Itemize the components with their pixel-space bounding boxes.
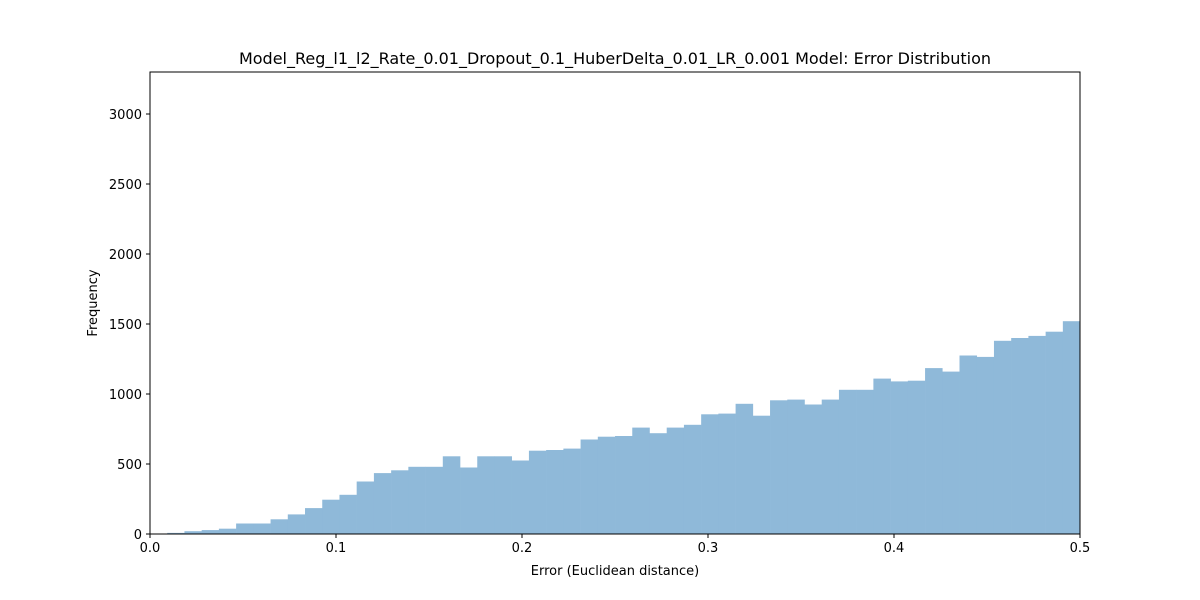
histogram-bar <box>683 424 702 534</box>
histogram-bar <box>649 433 667 534</box>
histogram-bar <box>408 466 426 534</box>
histogram-bar <box>511 460 530 534</box>
histogram-bar <box>460 467 478 534</box>
histogram-bar <box>976 356 995 534</box>
histogram-bar <box>993 340 1012 534</box>
histogram-bar <box>942 371 960 534</box>
plot-frame <box>149 71 1081 535</box>
histogram-bar <box>391 470 409 534</box>
histogram-bar <box>270 519 289 534</box>
histogram-bar <box>305 508 323 534</box>
histogram-bar <box>494 456 512 534</box>
x-axis-label: Error (Euclidean distance) <box>531 564 699 579</box>
y-tick-label: 1000 <box>109 388 142 403</box>
histogram-bar <box>959 355 978 534</box>
histogram-bar <box>356 481 375 534</box>
histogram-bar <box>167 532 185 534</box>
histogram-bar <box>907 380 926 534</box>
histogram-bar <box>528 450 547 534</box>
histogram-bar <box>752 415 771 534</box>
histogram-bar <box>563 448 581 534</box>
histogram-bar <box>925 368 943 534</box>
histogram-bar <box>373 473 392 534</box>
chart-title: Model_Reg_l1_l2_Rate_0.01_Dropout_0.1_Hu… <box>239 49 991 69</box>
histogram-bar <box>201 530 220 534</box>
histogram-bar <box>580 439 599 534</box>
histogram-bar <box>856 389 874 534</box>
histogram-bar <box>322 499 340 534</box>
y-tick-label: 3000 <box>109 108 142 123</box>
histogram-bar <box>1062 321 1081 534</box>
y-axis-label: Frequency <box>86 269 101 336</box>
histogram-bars <box>150 321 1081 534</box>
histogram-bar <box>184 531 202 534</box>
histogram-bar <box>425 466 444 534</box>
histogram-bar <box>287 514 306 534</box>
histogram-bar <box>718 413 736 534</box>
x-tick-label: 0.5 <box>1070 541 1091 556</box>
y-tick-label: 0 <box>134 528 142 543</box>
x-tick-label: 0.0 <box>140 541 161 556</box>
histogram-bar <box>1028 335 1046 534</box>
histogram-bar <box>873 378 891 534</box>
histogram-bar <box>442 456 461 534</box>
x-tick-label: 0.1 <box>326 541 347 556</box>
histogram-bar <box>890 381 909 534</box>
histogram-bar <box>597 436 616 534</box>
y-axis-ticks: 0 500 1000 1500 2000 2500 3000 <box>109 108 150 543</box>
x-tick-label: 0.3 <box>698 541 719 556</box>
y-tick-label: 2500 <box>109 178 142 193</box>
y-tick-label: 2000 <box>109 248 142 263</box>
histogram-bar <box>1011 338 1029 534</box>
histogram-bar <box>632 427 650 534</box>
histogram-bar <box>218 528 237 534</box>
histogram-bar <box>804 404 823 534</box>
histogram-bar <box>1045 331 1064 534</box>
histogram-bar <box>339 494 357 534</box>
histogram-bar <box>236 523 254 534</box>
x-tick-label: 0.2 <box>512 541 533 556</box>
histogram-bar <box>477 456 495 534</box>
y-tick-label: 500 <box>117 458 142 473</box>
histogram-bar <box>838 389 857 534</box>
histogram-bar <box>735 403 754 534</box>
y-tick-label: 1500 <box>109 318 142 333</box>
histogram-bar <box>701 414 719 534</box>
histogram-bar <box>253 523 271 534</box>
histogram-bar <box>615 436 633 534</box>
x-axis-ticks: 0.0 0.1 0.2 0.3 0.4 0.5 <box>140 534 1091 556</box>
histogram-bar <box>770 400 788 534</box>
histogram-bar <box>666 427 685 534</box>
x-tick-label: 0.4 <box>884 541 905 556</box>
histogram-bar <box>821 399 840 534</box>
histogram-bar <box>546 450 564 534</box>
histogram-bar <box>787 399 805 534</box>
